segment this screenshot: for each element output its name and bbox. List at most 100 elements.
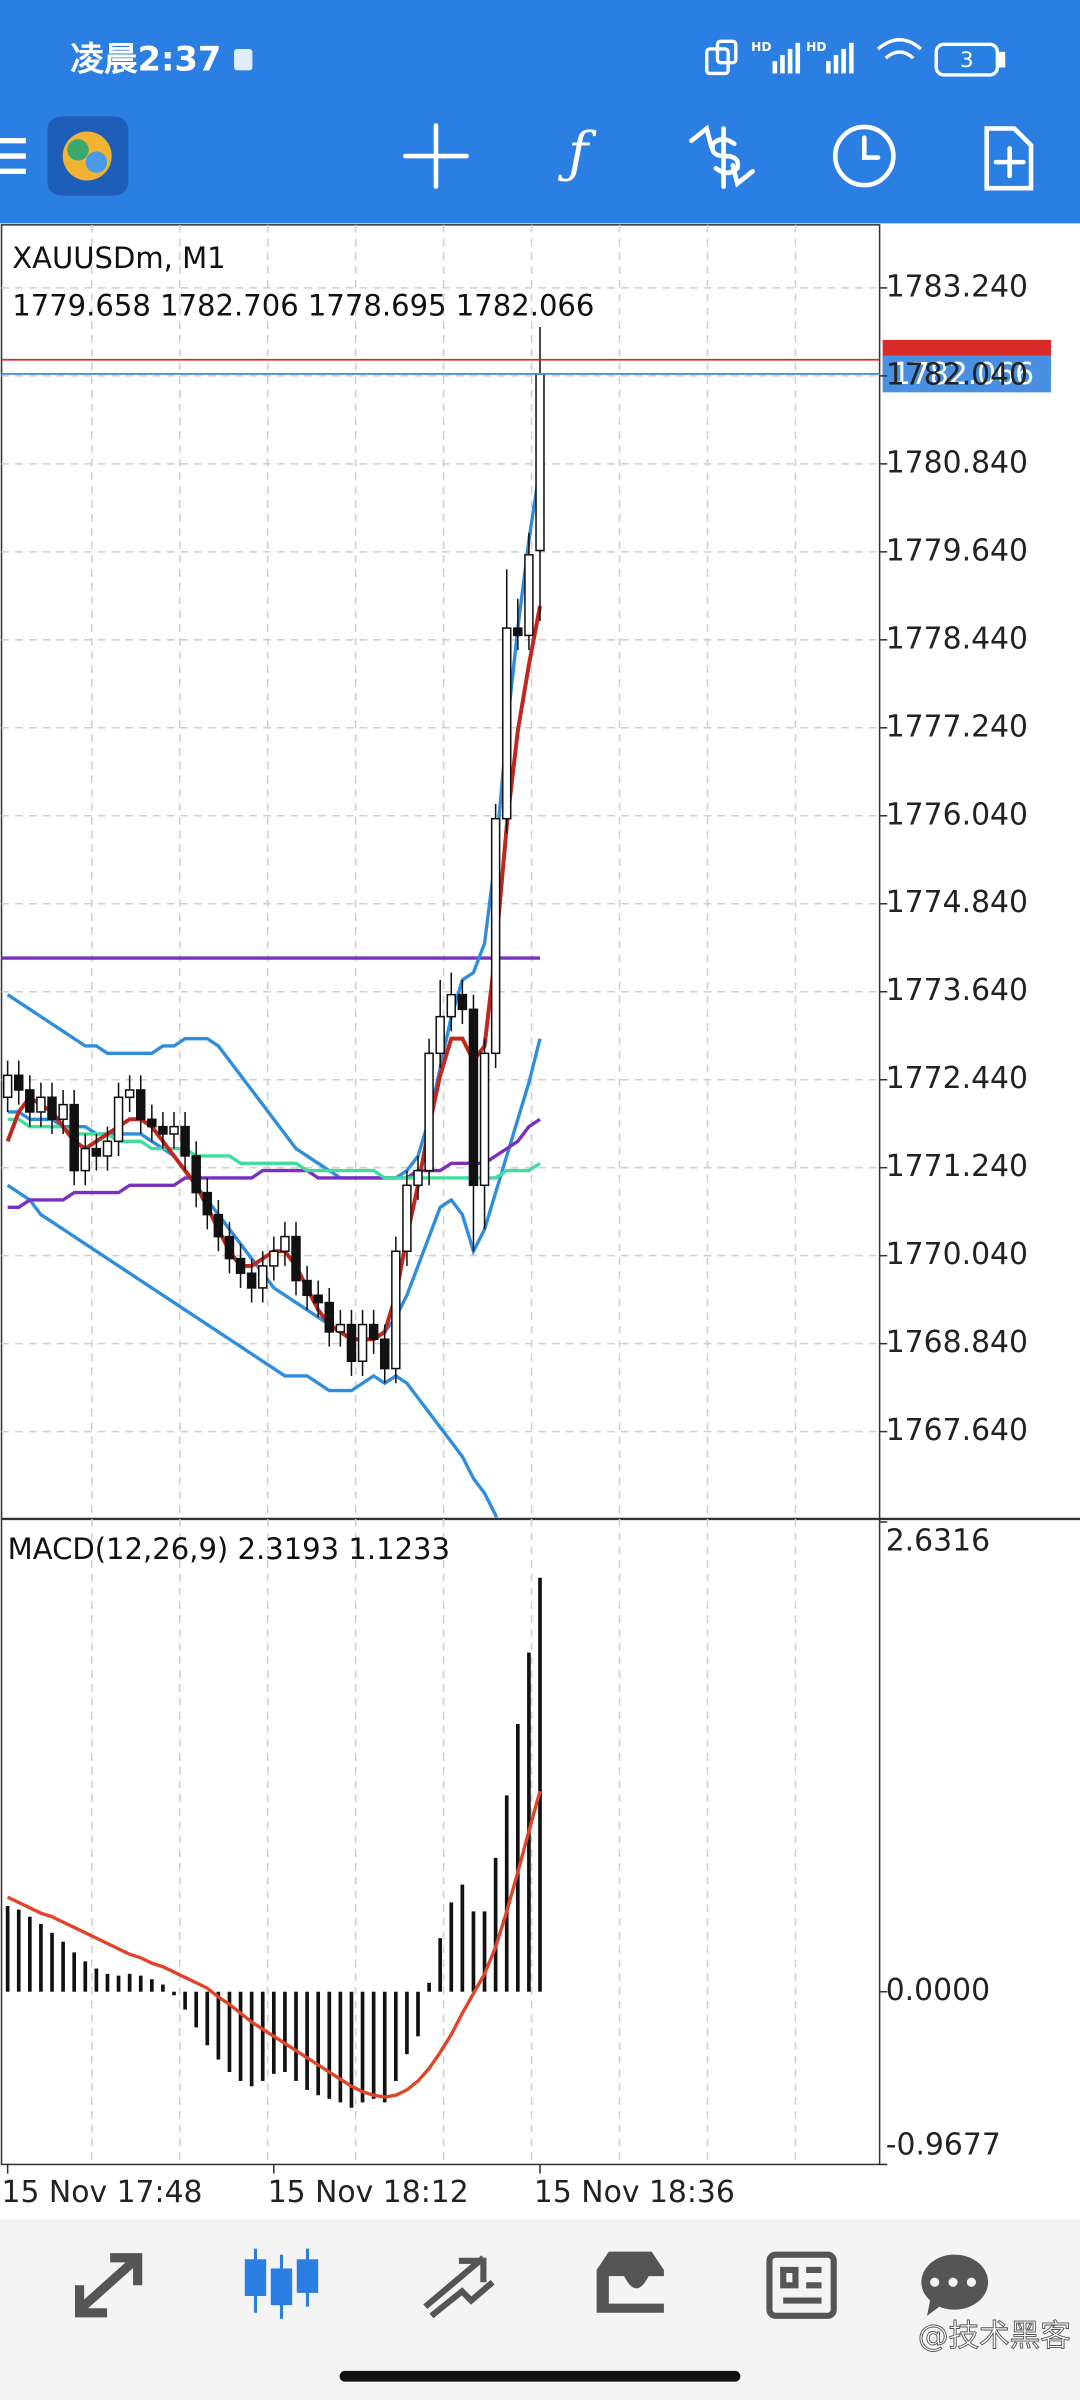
- candle-body: [135, 1089, 146, 1121]
- macd-pane: [5, 1577, 542, 2108]
- histogram-bar: [349, 1991, 354, 2108]
- histogram-bar: [105, 1973, 110, 1992]
- histogram-bar: [438, 1938, 443, 1992]
- histogram-bar: [194, 1991, 199, 2028]
- menu-button[interactable]: [0, 138, 27, 174]
- candle-body: [313, 1294, 323, 1304]
- candle-body: [235, 1257, 246, 1275]
- histogram-bar: [16, 1909, 21, 1992]
- messages-tab[interactable]: [921, 2254, 989, 2316]
- candle-body: [36, 1096, 46, 1113]
- candle-body: [191, 1155, 201, 1194]
- histogram-bar: [405, 1991, 409, 2055]
- y-tick-label: 1768.840: [886, 1325, 1028, 1360]
- histogram-bar: [39, 1923, 43, 1992]
- signal-value: 1.1233: [348, 1532, 450, 1566]
- history-tab[interactable]: [596, 2251, 664, 2313]
- candle-body: [391, 1250, 401, 1370]
- histogram-bar: [515, 1723, 520, 1992]
- y-tick-label: 1779.640: [886, 533, 1028, 568]
- candle-body: [357, 1323, 368, 1363]
- candle-body: [479, 1052, 490, 1187]
- new-order-button[interactable]: [984, 126, 1034, 191]
- macd-value: 2.3193: [238, 1532, 340, 1566]
- candle-body: [413, 1169, 423, 1187]
- candle-body: [147, 1118, 157, 1128]
- app-bar: [0, 0, 1080, 224]
- close-value: 1782.066: [456, 288, 595, 322]
- news-tab[interactable]: [766, 2251, 837, 2319]
- price-pane: 1782.066: [1, 287, 1051, 1518]
- candle-body: [2, 1074, 13, 1099]
- candle-body: [158, 1125, 168, 1135]
- home-indicator: [339, 2370, 741, 2382]
- histogram-bar: [460, 1884, 465, 1992]
- histogram-bar: [238, 1991, 243, 2081]
- candle-body: [402, 1184, 412, 1253]
- histogram-bar: [493, 1857, 498, 1992]
- histogram-bar: [283, 1991, 287, 2073]
- candle-body: [113, 1096, 124, 1143]
- histogram-bar: [393, 1991, 398, 2081]
- candle-body: [368, 1323, 379, 1341]
- candle-body: [224, 1235, 235, 1260]
- y-tick-label: 1776.040: [886, 797, 1028, 832]
- y-tick-label: 0.0000: [886, 1973, 990, 2008]
- y-tick-label: -0.9677: [886, 2128, 1001, 2163]
- histogram-bar: [127, 1973, 132, 1992]
- chart-tab[interactable]: [244, 2248, 319, 2319]
- histogram-bar: [183, 1991, 187, 2010]
- bid-label: 1782.066: [892, 357, 1034, 392]
- open-value: 1779.658: [12, 288, 151, 322]
- ohlc-header: 1779.658 1782.706 1778.695 1782.066: [12, 288, 594, 322]
- app-icon[interactable]: [47, 116, 129, 196]
- histogram-bar: [271, 1991, 276, 2074]
- histogram-bar: [27, 1916, 32, 1992]
- notification-icon: [234, 48, 253, 71]
- histogram-bar: [172, 1991, 176, 1996]
- candle-body: [213, 1213, 224, 1238]
- candle-body: [180, 1125, 190, 1157]
- histogram-bar: [72, 1952, 77, 1992]
- candle-body: [58, 1103, 68, 1121]
- crosshair-button[interactable]: [403, 123, 469, 189]
- candle-body: [324, 1301, 335, 1333]
- candle-body: [535, 373, 545, 552]
- histogram-bar: [294, 1991, 298, 2081]
- candle-body: [102, 1140, 113, 1157]
- histogram-bar: [116, 1975, 121, 1992]
- candle-body: [446, 993, 457, 1018]
- candle-body: [47, 1096, 57, 1121]
- candle-body: [13, 1074, 24, 1091]
- signal-bars: [772, 42, 854, 74]
- candle-body: [302, 1279, 312, 1297]
- trade-button[interactable]: [689, 124, 755, 189]
- histogram-bar: [416, 1991, 420, 2037]
- macd-header: MACD(12,26,9) 2.3193 1.1233: [8, 1532, 450, 1566]
- histogram-bar: [382, 1991, 387, 2103]
- y-tick-label: 1780.840: [886, 445, 1028, 480]
- history-button[interactable]: [832, 124, 896, 188]
- histogram-bar: [538, 1577, 542, 1992]
- y-tick-label: 1767.640: [886, 1413, 1028, 1448]
- trade-tab[interactable]: [423, 2255, 495, 2319]
- histogram-bar: [316, 1991, 321, 2096]
- bid-label-box: [882, 355, 1051, 393]
- y-tick-label: 1774.840: [886, 885, 1028, 920]
- vertical-grid: [91, 224, 797, 2165]
- quotes-tab[interactable]: [74, 2253, 143, 2318]
- candle-body: [91, 1147, 102, 1157]
- histogram-bar: [449, 1902, 454, 1992]
- high-value: 1782.706: [160, 288, 299, 322]
- candle-body: [335, 1323, 346, 1333]
- histogram-bar: [527, 1652, 531, 1992]
- candle-body: [424, 1052, 434, 1172]
- y-tick-label: 1778.440: [886, 621, 1028, 656]
- y-tick-label: 1777.240: [886, 709, 1028, 744]
- clock: 凌晨2:37: [70, 40, 221, 79]
- histogram-bar: [5, 1906, 10, 1992]
- histogram-bar: [471, 1911, 476, 1992]
- y-tick-label: 1773.640: [886, 973, 1028, 1008]
- plot-area: [1, 287, 880, 1518]
